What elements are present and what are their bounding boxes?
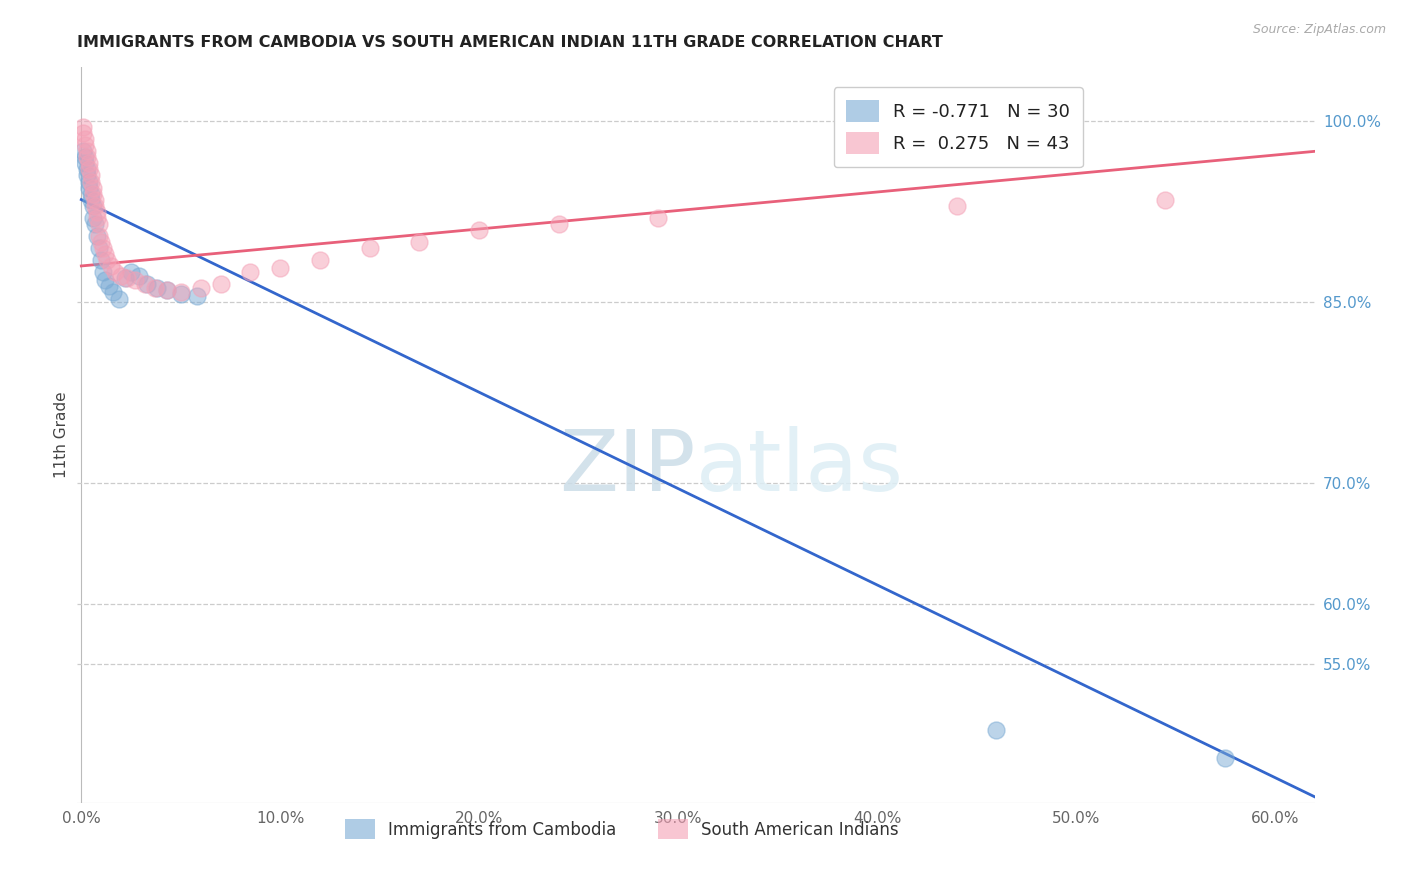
Point	[190, 280, 212, 294]
Point	[124, 273, 146, 287]
Point	[359, 241, 381, 255]
Point	[86, 228, 108, 243]
Point	[170, 286, 193, 301]
Point	[84, 217, 107, 231]
Point	[76, 145, 98, 159]
Point	[77, 174, 100, 188]
Point	[104, 265, 127, 279]
Point	[96, 252, 118, 267]
Point	[468, 223, 491, 237]
Point	[186, 289, 208, 303]
Point	[90, 252, 112, 267]
Point	[77, 156, 100, 170]
Point	[134, 277, 156, 291]
Point	[156, 283, 179, 297]
Point	[114, 271, 136, 285]
Point	[75, 138, 97, 153]
Point	[94, 247, 117, 261]
Point	[77, 162, 100, 177]
Point	[72, 145, 94, 159]
Point	[86, 204, 108, 219]
Point	[108, 292, 131, 306]
Point	[143, 280, 166, 294]
Text: IMMIGRANTS FROM CAMBODIA VS SOUTH AMERICAN INDIAN 11TH GRADE CORRELATION CHART: IMMIGRANTS FROM CAMBODIA VS SOUTH AMERIC…	[77, 36, 943, 51]
Point	[72, 126, 94, 140]
Point	[156, 283, 179, 297]
Point	[80, 186, 103, 201]
Point	[75, 150, 97, 164]
Text: ZIP: ZIP	[560, 426, 696, 509]
Point	[647, 211, 669, 225]
Point	[82, 186, 104, 201]
Point	[98, 279, 121, 293]
Point	[170, 285, 193, 300]
Point	[82, 199, 104, 213]
Point	[136, 277, 159, 291]
Point	[82, 211, 104, 225]
Point	[75, 132, 97, 146]
Point	[89, 228, 111, 243]
Point	[94, 273, 117, 287]
Point	[100, 259, 122, 273]
Point	[90, 235, 112, 249]
Point	[101, 285, 124, 300]
Point	[1213, 751, 1236, 765]
Point	[146, 280, 169, 294]
Point	[80, 169, 103, 183]
Point	[209, 277, 232, 291]
Point	[76, 150, 98, 164]
Point	[80, 193, 103, 207]
Point	[986, 723, 1008, 738]
Point	[309, 252, 332, 267]
Text: atlas: atlas	[696, 426, 904, 509]
Point	[76, 169, 98, 183]
Point	[1154, 193, 1177, 207]
Point	[120, 265, 142, 279]
Y-axis label: 11th Grade: 11th Grade	[53, 392, 69, 478]
Point	[91, 265, 114, 279]
Point	[547, 217, 569, 231]
Point	[239, 265, 262, 279]
Point	[89, 217, 111, 231]
Point	[72, 120, 94, 135]
Point	[408, 235, 430, 249]
Point	[128, 268, 150, 283]
Point	[269, 261, 291, 276]
Legend: Immigrants from Cambodia, South American Indians: Immigrants from Cambodia, South American…	[337, 813, 905, 846]
Point	[110, 268, 132, 283]
Point	[84, 199, 107, 213]
Point	[77, 180, 100, 194]
Point	[82, 180, 104, 194]
Text: Source: ZipAtlas.com: Source: ZipAtlas.com	[1253, 23, 1386, 37]
Point	[115, 271, 138, 285]
Point	[89, 241, 111, 255]
Point	[76, 162, 98, 177]
Point	[86, 211, 108, 225]
Point	[80, 174, 103, 188]
Point	[91, 241, 114, 255]
Point	[945, 199, 967, 213]
Point	[84, 193, 107, 207]
Point	[75, 156, 97, 170]
